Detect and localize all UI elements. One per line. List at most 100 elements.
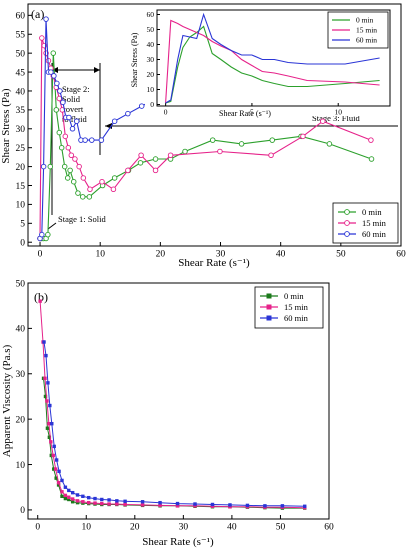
- panel-b-point-2-19: [123, 499, 127, 503]
- panel-a-y-tick-label-8: 40: [16, 87, 26, 97]
- panel-a-point-0-16: [86, 194, 93, 200]
- panel-b-y-tick-label-1: 10: [16, 461, 26, 471]
- stage-2-arrow-right: [94, 67, 100, 73]
- panel-a-point-0-12: [67, 167, 73, 174]
- panel-a-y-tick-label-9: 45: [16, 68, 26, 78]
- panel-b-point-2-3: [48, 403, 52, 408]
- panel-a-point-1-26: [320, 118, 326, 124]
- panel-a-point-0-10: [61, 163, 68, 170]
- inset-x-tick-label-1: 5: [250, 108, 254, 117]
- panel-b-legend-label-0: 0 min: [284, 291, 304, 301]
- panel-a-point-1-8: [56, 95, 63, 102]
- panel-a-x-tick-label-5: 50: [336, 250, 346, 260]
- panel-a-inset-chart: 0 5 10 0 10 20 30 40 50 60 Shear Rate (s⁻¹) Shear…: [130, 6, 391, 118]
- panel-a-point-0-21: [152, 156, 159, 162]
- panel-a-point-2-6: [51, 73, 57, 79]
- panel-a-point-0-5: [47, 163, 54, 170]
- panel-a-y-tick-label-0: 0: [20, 239, 25, 249]
- panel-a-y-tick-label-1: 5: [20, 220, 25, 230]
- panel-b-point-2-27: [263, 504, 267, 508]
- panel-a-point-0-20: [137, 160, 144, 166]
- panel-b-point-1-9: [60, 490, 64, 494]
- panel-a-point-2-9: [60, 99, 66, 106]
- panel-a-point-2-18: [111, 118, 118, 124]
- panel-a-point-0-25: [238, 141, 245, 147]
- panel-b-point-1-10: [63, 493, 68, 498]
- panel-a-point-1-10: [62, 133, 69, 140]
- panel-a-point-1-17: [99, 178, 105, 185]
- panel-b-point-1-15: [86, 500, 91, 505]
- panel-b-point-2-5: [52, 444, 56, 449]
- panel-b-point-1-19: [115, 502, 119, 506]
- panel-b-x-tick-label-4: 40: [227, 523, 237, 533]
- panel-b-legend-marker-2: [266, 315, 272, 321]
- panel-a-x-tick-label-4: 40: [276, 250, 286, 260]
- panel-a-point-0-7: [53, 107, 60, 113]
- stage-2-label-line-2: Solid: [62, 94, 81, 104]
- panel-b-point-2-29: [303, 504, 307, 508]
- panel-a-point-0-11: [64, 175, 71, 181]
- panel-b-series-line-0: [43, 378, 305, 509]
- panel-b-point-2-7: [57, 469, 61, 474]
- panel-b-frame: [27, 282, 330, 520]
- panel-b-point-0-10: [67, 497, 71, 502]
- panel-b-point-2-0: [42, 340, 46, 344]
- panel-b-point-1-2: [43, 376, 47, 381]
- stage-1-pointer: [47, 222, 57, 230]
- panel-a-x-tick-label-3: 30: [216, 250, 226, 260]
- panel-a-frame: [27, 3, 402, 247]
- inset-series-line-0: [165, 25, 380, 104]
- panel-b-point-1-21: [140, 503, 145, 507]
- inset-x-tick-label-0: 0: [164, 108, 168, 117]
- panel-a-point-2-2: [40, 163, 47, 170]
- stage-2-label-line-3: covert: [62, 104, 84, 114]
- panel-b-y-tick-label-5: 50: [16, 279, 26, 289]
- panel-a-point-1-12: [68, 152, 75, 158]
- panel-b-point-2-17: [107, 498, 111, 502]
- panel-a-y-tick-label-4: 20: [16, 163, 26, 173]
- panel-a-point-0-23: [182, 148, 188, 155]
- panel-a-point-2-5: [48, 69, 54, 75]
- inset-series-line-1: [165, 19, 380, 104]
- panel-b-point-2-6: [54, 458, 59, 462]
- panel-b-point-2-8: [60, 478, 64, 483]
- inset-y-tick-label-6: 60: [147, 10, 155, 19]
- panel-a-point-1-13: [72, 156, 78, 162]
- panel-b-y-axis-label: Apparent Viscosity (Pa.s): [1, 344, 13, 457]
- inset-legend-label-0: 0 min: [356, 16, 374, 25]
- panel-b-point-1-25: [210, 504, 215, 508]
- panel-a-y-axis-label: Shear Stress (Pa): [0, 88, 12, 163]
- inset-y-tick-label-3: 30: [147, 55, 155, 64]
- panel-a-point-1-1: [39, 35, 45, 41]
- panel-b-point-1-12: [70, 497, 75, 501]
- panel-b-point-2-28: [280, 504, 285, 508]
- panel-b-x-tick-label-3: 30: [179, 523, 189, 533]
- panel-a-point-1-19: [125, 167, 131, 174]
- panel-b-legend-label-2: 60 min: [284, 313, 309, 323]
- panel-b-point-2-23: [193, 502, 197, 506]
- panel-b-point-1-11: [67, 495, 71, 499]
- panel-a-point-0-14: [75, 190, 81, 196]
- panel-b-viscosity-chart: (b) 0 10 20 30 40 50 60 0 10 20 30 40 50 Shear Rate …: [1, 279, 334, 548]
- panel-b-point-1-22: [158, 503, 162, 508]
- panel-b-axes: 0 10 20 30 40 50 60 0 10 20 30 40 50: [16, 279, 335, 532]
- panel-b-point-2-1: [44, 353, 48, 358]
- panel-b-point-1-5: [49, 440, 53, 444]
- panel-b-point-2-12: [75, 493, 80, 497]
- panel-b-y-tick-label-3: 30: [16, 370, 26, 380]
- panel-b-point-1-18: [107, 502, 111, 506]
- inset-x-axis-label: Shear Rate (s⁻¹): [219, 109, 271, 118]
- stage-2-arrow-left: [52, 67, 58, 73]
- inset-y-axis-label: Shear Stress (Pa): [130, 32, 139, 87]
- panel-a-point-0-15: [79, 194, 86, 200]
- panel-b-point-2-16: [100, 497, 104, 502]
- panel-a-point-1-27: [368, 137, 374, 143]
- panel-b-series-line-1: [39, 301, 305, 509]
- panel-b-label: (b): [34, 290, 48, 304]
- panel-b-series-line-2: [43, 341, 305, 507]
- panel-a-point-1-20: [138, 152, 144, 158]
- panel-b-x-tick-label-1: 10: [82, 523, 92, 533]
- panel-a-point-1-22: [167, 152, 174, 158]
